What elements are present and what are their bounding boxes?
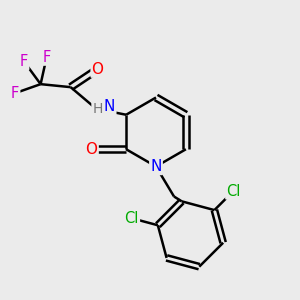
Text: Cl: Cl [124, 211, 139, 226]
Text: Cl: Cl [226, 184, 241, 199]
Text: N: N [150, 159, 162, 174]
Text: F: F [11, 86, 19, 101]
Text: H: H [92, 102, 103, 116]
Text: F: F [43, 50, 51, 65]
Text: F: F [20, 54, 28, 69]
Text: O: O [85, 142, 98, 157]
Text: O: O [92, 62, 104, 76]
Text: N: N [104, 99, 115, 114]
